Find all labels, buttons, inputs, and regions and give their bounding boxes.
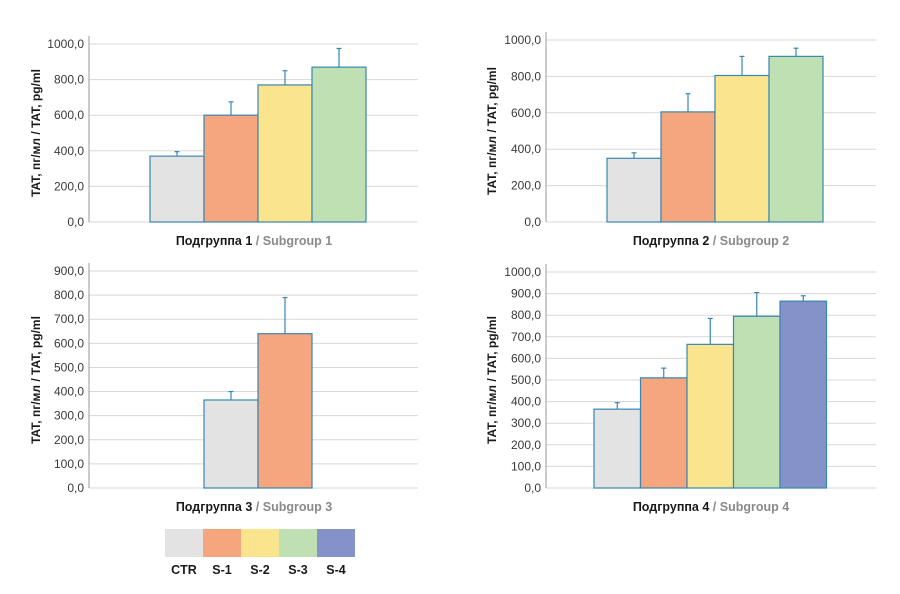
legend: CTR S-1 S-2 S-3 S-4 [165,529,355,577]
bar-s-2 [714,74,770,223]
y-tick-label: 500,0 [54,360,84,374]
legend-label: S-1 [212,563,232,577]
chart-panel-3: 0,0 100,0 200,0 300,0 400,0 500,0 600,0 700,0 80… [29,263,418,514]
bar-ctr [203,399,259,489]
bar-ctr [149,155,205,223]
bar-s-4 [779,300,828,489]
legend-swatch-s-3 [279,529,317,557]
y-tick-label: 200,0 [511,179,541,193]
y-tick-label: 400,0 [511,142,541,156]
y-axis-label: TAT, пг/мл / TAT, pg/ml [485,67,499,195]
y-tick-label: 300,0 [54,409,84,423]
y-tick-label: 600,0 [511,351,541,365]
y-tick-label: 600,0 [511,106,541,120]
y-tick-label: 1000,0 [504,265,541,279]
bar-s-1 [203,114,259,223]
y-tick-label: 700,0 [54,312,84,326]
y-tick-label: 800,0 [54,288,84,302]
bar-ctr [593,408,642,489]
legend-swatch-s-4 [317,529,355,557]
x-axis-label: Подгруппа 3 / Subgroup 3 [176,500,332,514]
y-axis-label: TAT, пг/мл / TAT, pg/ml [29,316,43,444]
y-tick-label: 0,0 [67,481,84,495]
legend-swatch-ctr [165,529,203,557]
y-tick-label: 0,0 [524,481,541,495]
y-tick-label: 0,0 [67,215,84,229]
y-tick-label: 200,0 [511,438,541,452]
y-tick-label: 200,0 [54,433,84,447]
x-label-en: Subgroup 4 [720,500,789,514]
y-axis-label: TAT, пг/мл / TAT, pg/ml [485,316,499,444]
y-tick-label: 0,0 [524,215,541,229]
chart-panel-4: 0,0 100,0 200,0 300,0 400,0 500,0 600,0 700,0 80… [485,264,876,514]
y-tick-label: 600,0 [54,336,84,350]
legend-swatch-s-1 [203,529,241,557]
y-tick-label: 200,0 [54,179,84,193]
bar-ctr [606,157,662,223]
y-tick-label: 100,0 [54,457,84,471]
bar-s-1 [639,377,688,489]
y-tick-label: 1000,0 [504,33,541,47]
bar-s-3 [732,315,781,489]
bar-s-2 [686,343,735,489]
y-tick-label: 400,0 [54,385,84,399]
y-axis-label: TAT, пг/мл / TAT, pg/ml [29,69,43,197]
x-label-sep: / [709,234,719,248]
legend-label: S-3 [288,563,308,577]
legend-label: S-4 [326,563,346,577]
bar-s-3 [311,66,367,223]
x-label-en: Subgroup 2 [720,234,789,248]
y-tick-label: 600,0 [54,108,84,122]
x-label-en: Subgroup 1 [263,234,332,248]
bar-s-1 [257,333,313,489]
y-tick-label: 900,0 [511,287,541,301]
x-label-sep: / [252,234,262,248]
y-tick-label: 700,0 [511,330,541,344]
legend-label: CTR [171,563,197,577]
legend-label: S-2 [250,563,270,577]
x-axis-label: Подгруппа 2 / Subgroup 2 [633,234,789,248]
y-tick-label: 900,0 [54,264,84,278]
x-label-sep: / [709,500,719,514]
y-tick-label: 800,0 [54,73,84,87]
x-label-sep: / [252,500,262,514]
bar-s-2 [257,84,313,223]
x-label-ru: Подгруппа 4 [633,500,710,514]
chart-panel-2: 0,0 200,0 400,0 600,0 800,0 1000,0 TAT, пг/мл … [485,32,876,248]
y-tick-label: 300,0 [511,416,541,430]
y-tick-label: 100,0 [511,459,541,473]
legend-swatch-s-2 [241,529,279,557]
x-label-ru: Подгруппа 2 [633,234,710,248]
y-tick-label: 400,0 [54,144,84,158]
y-tick-label: 400,0 [511,395,541,409]
x-label-en: Subgroup 3 [263,500,332,514]
chart-panel-1: 0,0 200,0 400,0 600,0 800,0 1000,0 TAT, пг/мл … [29,36,418,248]
x-axis-label: Подгруппа 1 / Subgroup 1 [176,234,332,248]
x-axis-label: Подгруппа 4 / Subgroup 4 [633,500,789,514]
bar-s-3 [768,55,824,223]
y-tick-label: 500,0 [511,373,541,387]
bar-s-1 [660,111,716,223]
y-tick-label: 800,0 [511,308,541,322]
x-label-ru: Подгруппа 1 [176,234,253,248]
x-label-ru: Подгруппа 3 [176,500,253,514]
y-tick-label: 1000,0 [47,37,84,51]
y-tick-label: 800,0 [511,69,541,83]
